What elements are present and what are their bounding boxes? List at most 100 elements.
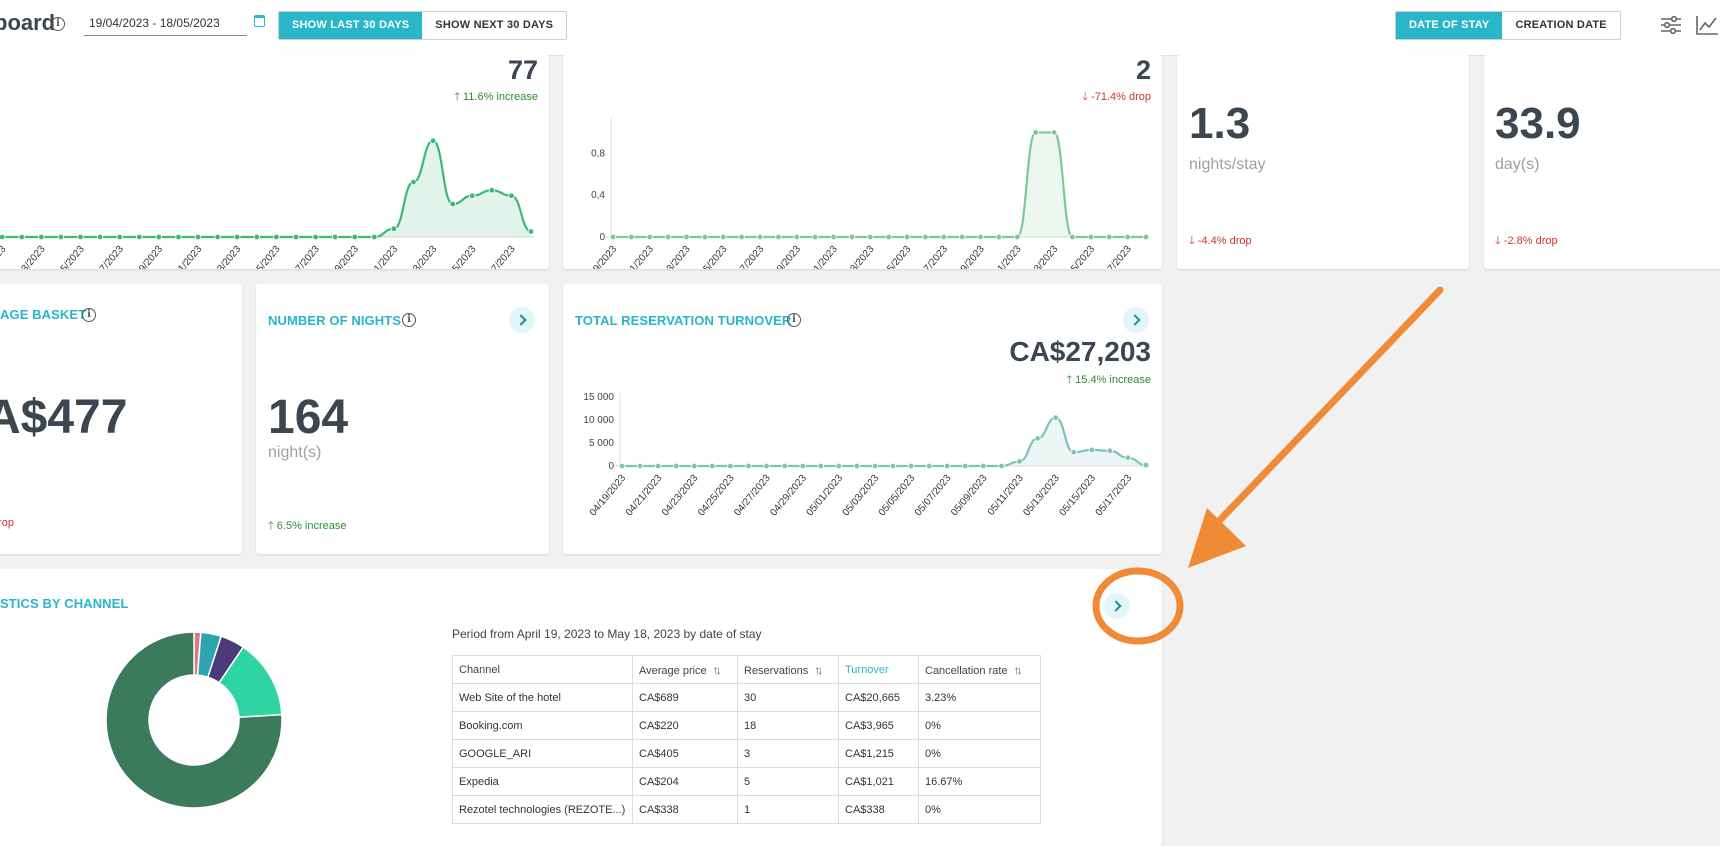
date-mode-toggle: DATE OF STAY CREATION DATE: [1395, 11, 1621, 40]
show-last-30-days-button[interactable]: SHOW LAST 30 DAYS: [279, 12, 423, 39]
data-point: [885, 233, 892, 241]
show-next-30-days-button[interactable]: SHOW NEXT 30 DAYS: [435, 19, 554, 31]
cell-reservations: 3: [737, 739, 839, 768]
data-point: [998, 462, 1005, 470]
data-point: [1124, 454, 1132, 461]
filter-sliders-icon[interactable]: [1659, 14, 1683, 36]
info-icon[interactable]: i: [51, 17, 65, 31]
table-row: Rezotel technologies (REZOTE...) CA$338 …: [452, 795, 1041, 824]
data-point: [1032, 129, 1039, 136]
column-header-turnover[interactable]: Turnover: [838, 655, 919, 684]
data-point: [410, 178, 417, 186]
x-tick-label: 05/11/2023: [984, 244, 1024, 269]
number-of-nights-details-button[interactable]: [509, 307, 535, 333]
data-point: [683, 233, 690, 241]
info-icon[interactable]: i: [402, 313, 416, 327]
data-point: [1088, 446, 1095, 454]
data-point: [331, 233, 339, 241]
data-point: [1124, 233, 1131, 241]
y-tick-label: 0,4: [591, 190, 605, 201]
cell-turnover: CA$1,215: [838, 739, 919, 768]
data-point: [469, 192, 476, 199]
cell-turnover: CA$338: [838, 795, 919, 824]
x-tick-label: 05/09/2023: [320, 244, 361, 269]
info-icon[interactable]: i: [82, 308, 96, 322]
data-point: [77, 233, 84, 241]
data-point: [1014, 233, 1021, 241]
turnover-title: TOTAL RESERVATION TURNOVER: [575, 313, 792, 328]
x-tick-label: 05/05/2023: [877, 473, 918, 519]
channel-statistics-details-button[interactable]: [1104, 593, 1130, 619]
annotation-arrow: [1216, 286, 1444, 524]
sort-icon[interactable]: ↑↓: [1013, 662, 1023, 677]
lead-time-unit: day(s): [1495, 156, 1540, 173]
x-tick-label: 05/07/2023: [910, 244, 951, 269]
x-tick-label: 05/07/2023: [913, 473, 954, 519]
cell-turnover: CA$20,665: [838, 683, 919, 712]
data-point: [0, 233, 6, 241]
cell-channel: Booking.com: [452, 711, 633, 740]
creation-date-button[interactable]: CREATION DATE: [1515, 19, 1607, 31]
cell-channel: Expedia: [452, 767, 633, 796]
cell-cancellation-rate: 16.67%: [918, 767, 1041, 796]
data-point: [977, 233, 984, 241]
data-point: [830, 233, 837, 241]
turnover-details-button[interactable]: [1123, 307, 1149, 333]
number-of-nights-title: NUMBER OF NIGHTS: [268, 313, 402, 328]
data-point: [449, 200, 456, 208]
x-tick-label: 05/17/2023: [1094, 473, 1135, 519]
column-header-channel[interactable]: Channel: [452, 655, 633, 684]
data-point: [962, 462, 969, 470]
average-basket-title: AGE BASKET: [0, 307, 87, 322]
lead-time-card: 33.9 day(s) 🡓 -2.8% drop: [1484, 55, 1720, 269]
data-point: [646, 233, 653, 241]
cell-average-price: CA$220: [632, 711, 738, 740]
data-point: [903, 233, 911, 241]
data-point: [636, 462, 644, 470]
cell-reservations: 1: [737, 795, 839, 824]
info-icon[interactable]: i: [787, 313, 801, 327]
date-range-input[interactable]: 19/04/2023 - 18/05/2023: [84, 12, 247, 36]
x-tick-label: 05/17/2023: [477, 244, 518, 269]
cell-turnover: CA$1,021: [838, 767, 919, 796]
data-point: [848, 233, 856, 241]
sort-icon[interactable]: ↑↓: [814, 662, 823, 677]
average-length-unit: nights/stay: [1189, 156, 1266, 173]
data-point: [799, 462, 806, 470]
data-point: [1142, 461, 1150, 469]
data-point: [738, 233, 745, 241]
data-point: [234, 233, 241, 241]
area-fill: [622, 417, 1146, 466]
chart-line-icon[interactable]: [1695, 14, 1719, 36]
sort-icon[interactable]: ↑↓: [712, 662, 722, 677]
data-point: [371, 233, 378, 241]
data-point: [155, 233, 163, 241]
cell-average-price: CA$204: [632, 767, 738, 796]
x-tick-label: 04/25/2023: [696, 473, 737, 519]
x-tick-label: 04/29/2023: [768, 473, 809, 519]
column-header-average-price[interactable]: Average price ↑↓: [632, 655, 738, 684]
x-tick-label: 05/15/2023: [438, 244, 479, 269]
annotation-arrowhead: [1188, 508, 1246, 568]
average-basket-value: A$477: [0, 391, 128, 444]
x-tick-label: 05/03/2023: [836, 244, 877, 269]
column-header-reservations[interactable]: Reservations ↑↓: [737, 655, 839, 684]
data-point: [907, 462, 915, 470]
series-line: [613, 131, 1146, 239]
average-length-of-stay-card: 1.3 nights/stay 🡓 -4.4% drop: [1177, 55, 1469, 269]
data-point: [429, 137, 437, 144]
calendar-icon[interactable]: [254, 15, 265, 27]
data-point: [691, 462, 698, 470]
data-point: [654, 462, 662, 470]
area-fill: [0, 140, 531, 237]
data-point: [1142, 233, 1150, 241]
x-tick-label: 04/27/2023: [85, 244, 126, 269]
data-point: [618, 462, 626, 470]
date-of-stay-button[interactable]: DATE OF STAY: [1396, 12, 1503, 39]
cell-reservations: 30: [737, 683, 839, 712]
data-point: [38, 233, 45, 241]
data-point: [1070, 448, 1077, 456]
column-header-cancellation-rate[interactable]: Cancellation rate ↑↓: [918, 655, 1041, 684]
x-tick-label: 04/21/2023: [615, 244, 656, 269]
data-point: [351, 233, 358, 241]
